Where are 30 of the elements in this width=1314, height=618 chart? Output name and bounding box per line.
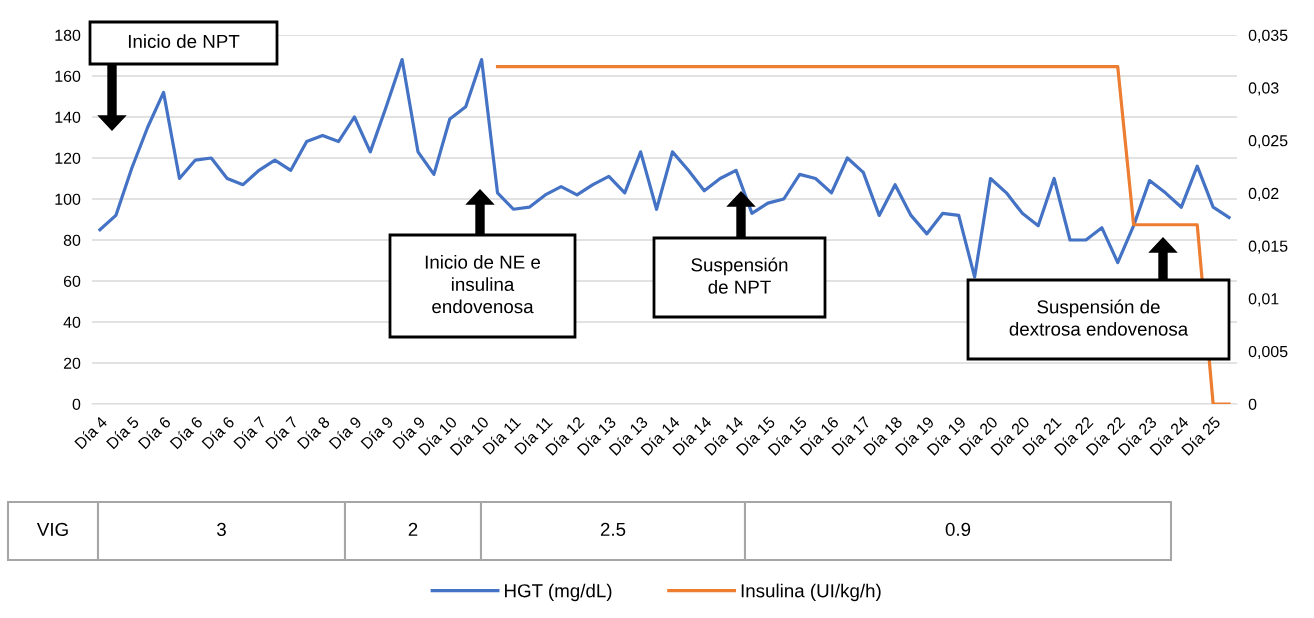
y-tick-label: 140 [55,111,81,123]
y-tick-label: 100 [55,193,81,205]
annotation: Suspensión de NPT [691,257,788,294]
y2-tick-label: 0 [1248,398,1257,410]
annotation: Inicio de NE e insulina endovenosa [425,255,541,314]
y-tick-label: 20 [63,357,81,369]
y-tick-label: 160 [55,70,81,82]
y-tick-label: 0 [72,398,81,410]
text: 2 [408,522,418,536]
legend-label: HGT (mg/dL) [505,583,612,602]
y2-tick-label: 0,03 [1248,82,1279,96]
y2-tick-label: 0,02 [1248,187,1279,201]
legend-label: Insulina (UI/kg/h) [741,583,881,602]
y-tick-label: 40 [63,316,81,328]
text: VIG [36,522,68,537]
y-tick-label: 60 [63,275,81,287]
y-tick-label: 180 [55,29,81,41]
text: 0.9 [945,522,971,537]
line-series [98,58,1231,279]
text: 3 [217,522,226,537]
y2-tick-label: 0,005 [1248,345,1288,360]
annotation: Suspensión de dextrosa endovenosa [1009,299,1189,336]
y2-tick-label: 0,035 [1248,29,1288,43]
text: 2.5 [600,522,626,537]
y2-tick-label: 0,015 [1248,240,1288,254]
y-tick-label: 120 [55,152,81,164]
y-tick-label: 80 [63,234,81,246]
annotation: Inicio de NPT [128,34,240,49]
y2-tick-label: 0,025 [1248,135,1288,149]
y2-tick-label: 0,01 [1248,293,1279,307]
